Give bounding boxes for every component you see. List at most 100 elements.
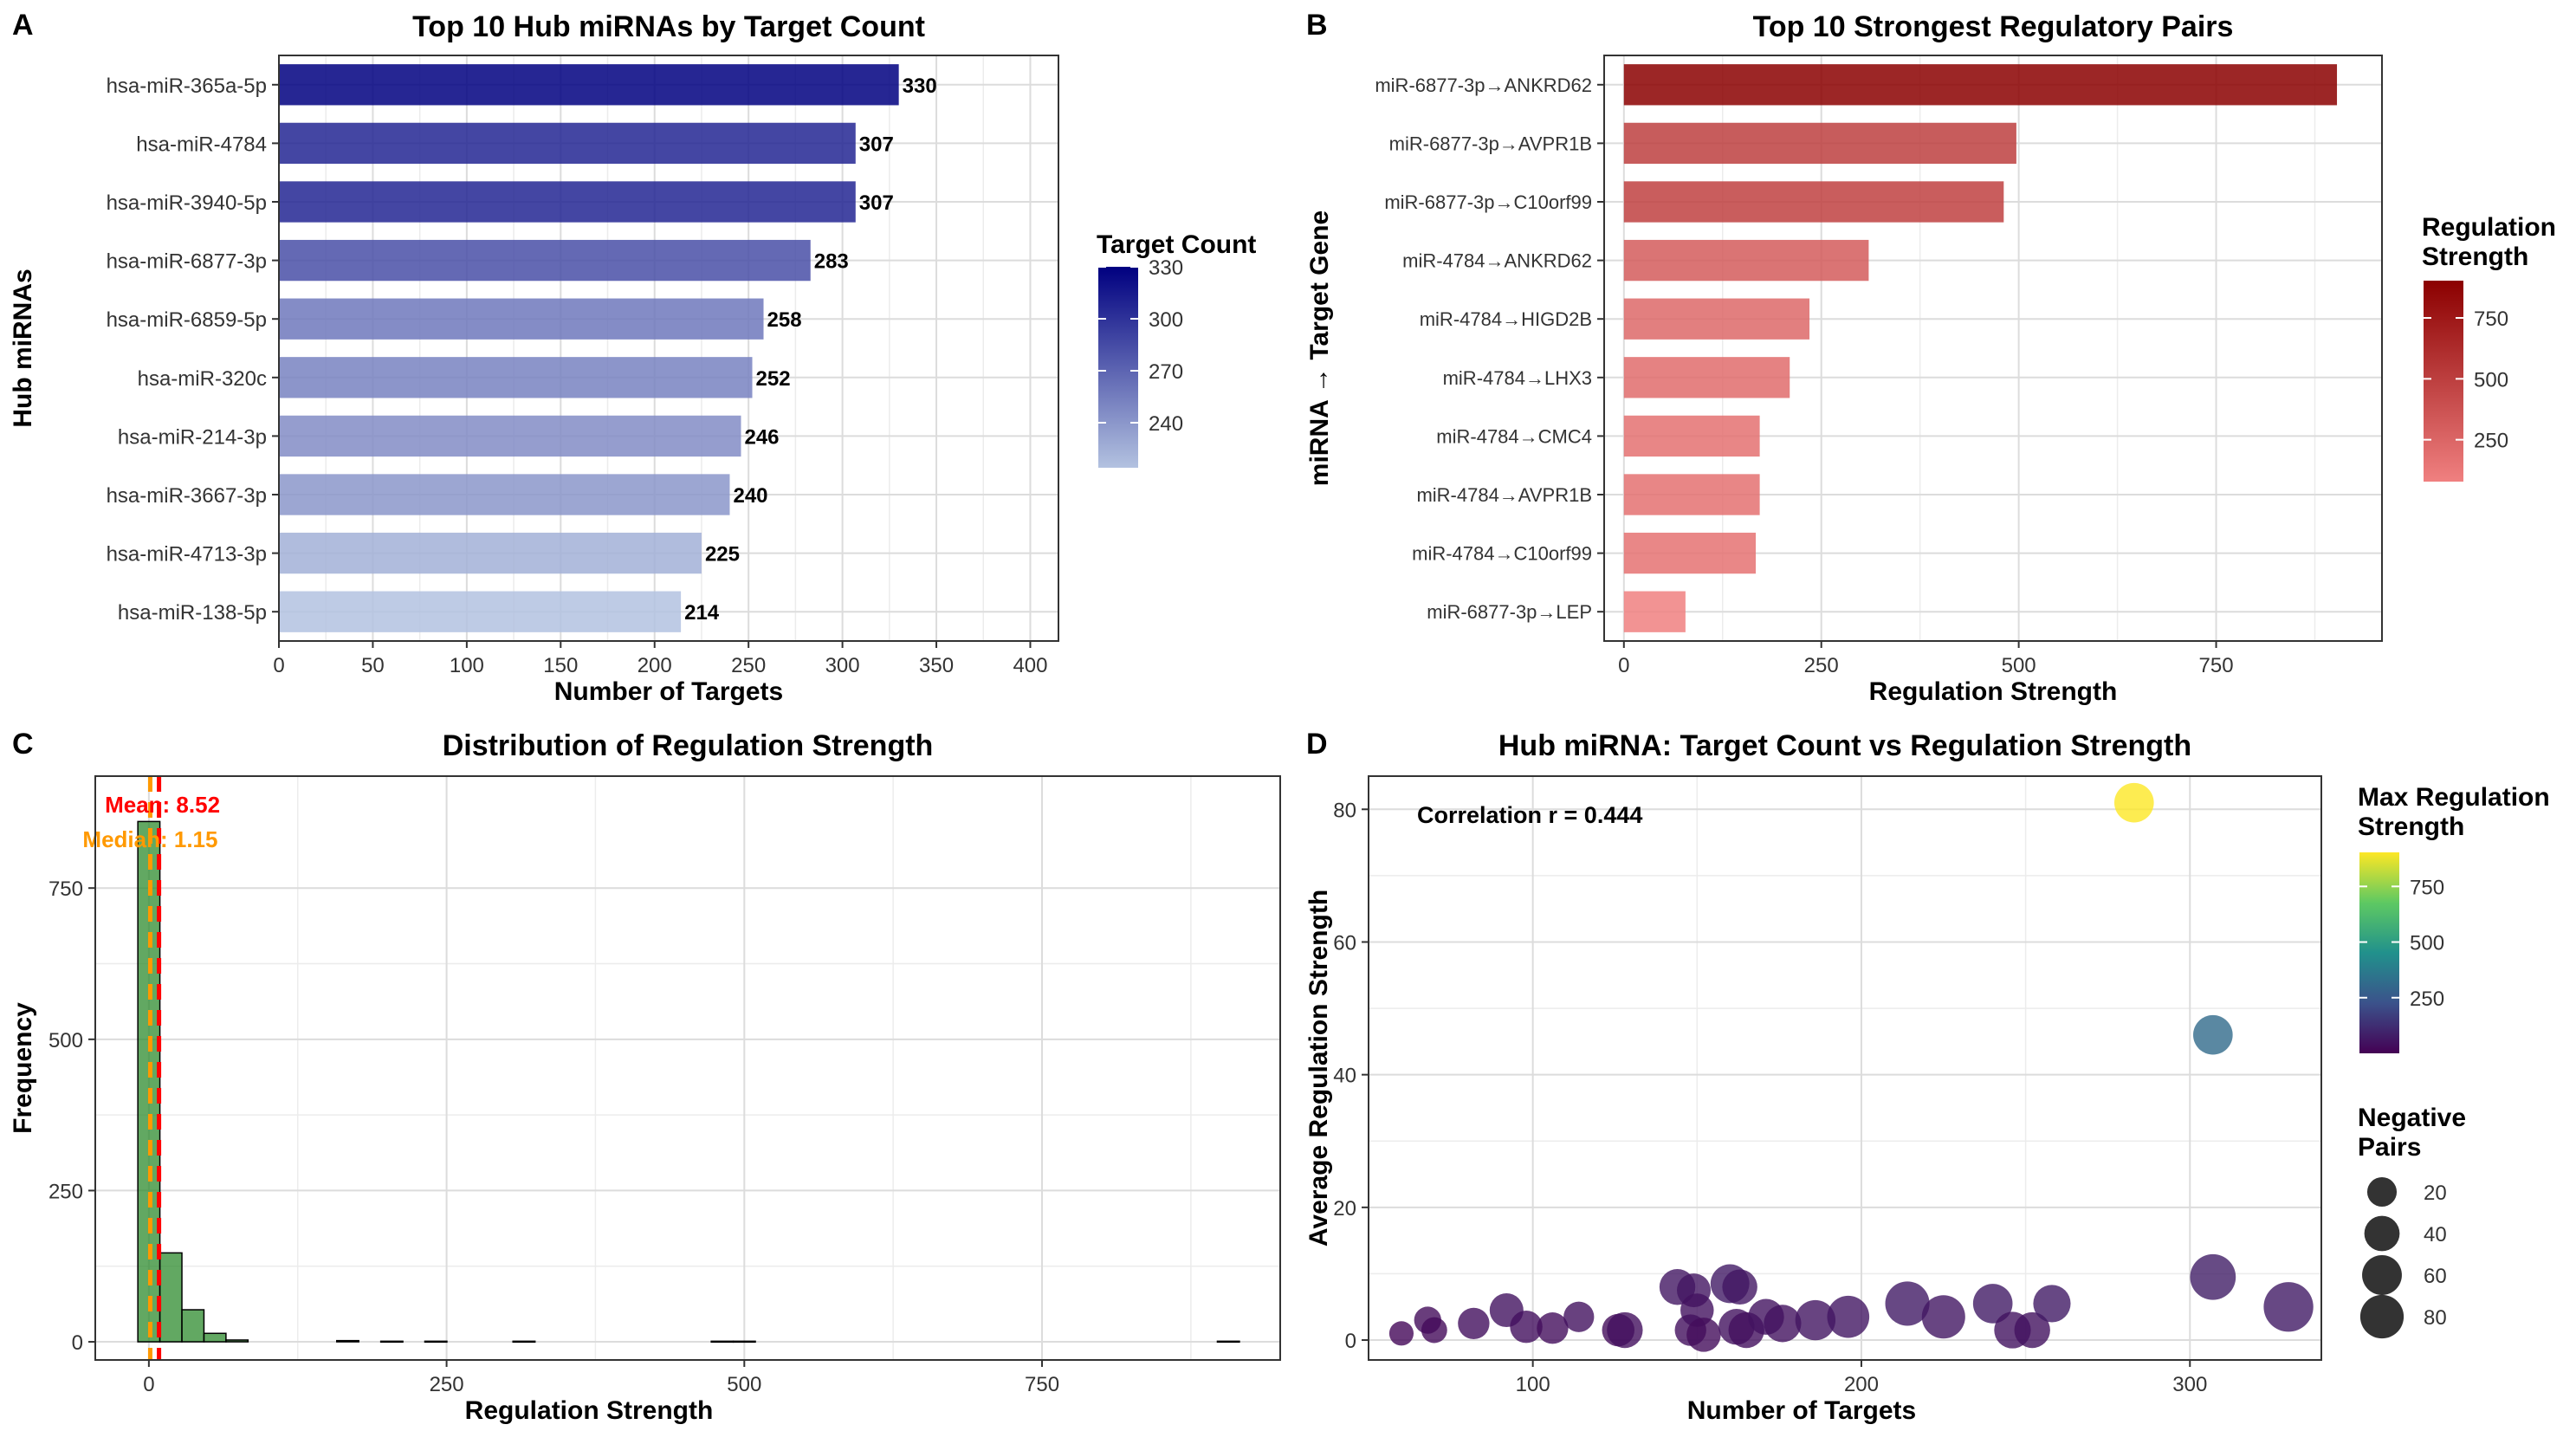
scatter-point [1722, 1269, 1757, 1305]
bar-data-label: 225 [705, 543, 740, 567]
bar-data-label: 246 [744, 425, 779, 449]
x-axis-label-a: Number of Targets [554, 677, 783, 706]
bar [279, 357, 753, 398]
x-axis-label-b: Regulation Strength [1869, 677, 2118, 706]
bar-data-label: 307 [859, 191, 894, 215]
scatter-point [1388, 1321, 1414, 1346]
bar [1623, 532, 1757, 574]
median-annotation: Median: 1.15 [82, 826, 217, 852]
y-tick-label: 250 [49, 1180, 83, 1203]
plot-border [1368, 775, 2322, 1361]
bar-data-label: 240 [733, 484, 767, 508]
scatter-point [1921, 1295, 1965, 1339]
plot-border [278, 55, 1059, 642]
size-legend-key [2359, 1294, 2404, 1339]
histogram-bar [225, 1339, 249, 1343]
size-legend-key [2364, 1215, 2400, 1252]
bar [279, 239, 811, 282]
y-tick-label: miR-4784→LHX3 [1443, 367, 1592, 389]
y-axis-label-c: Frequency [9, 1002, 37, 1134]
scatter-point [2014, 1311, 2050, 1349]
bar [279, 298, 764, 340]
y-tick-label: miR-4784→C10orf99 [1412, 543, 1592, 565]
x-tick-label: 750 [2199, 654, 2234, 677]
colorbar [1098, 267, 1138, 468]
size-legend-label: 60 [2424, 1265, 2447, 1288]
bar [1623, 122, 2016, 165]
y-tick-label: 40 [1333, 1065, 1356, 1088]
y-tick-label: hsa-miR-3940-5p [107, 191, 267, 215]
y-tick-label: 60 [1333, 931, 1356, 955]
colorbar-tick-label: 250 [2474, 430, 2508, 453]
histogram-bar [1216, 1340, 1240, 1344]
y-tick-label: 20 [1333, 1197, 1356, 1221]
size-legend-label: 80 [2424, 1306, 2447, 1330]
x-tick-label: 250 [731, 654, 766, 677]
colorbar-tick-label: 330 [1149, 256, 1183, 280]
chart-title-a: Top 10 Hub miRNAs by Target Count [412, 10, 925, 43]
colorbar [2424, 281, 2463, 482]
y-tick-label: 750 [49, 877, 83, 901]
scatter-point [1686, 1318, 1721, 1352]
bar [1623, 64, 2338, 106]
colorbar [2359, 852, 2399, 1053]
size-legend-key [2362, 1255, 2402, 1295]
x-tick-label: 750 [1025, 1373, 1059, 1396]
x-axis-label-c: Regulation Strength [465, 1396, 714, 1425]
bar-data-label: 214 [684, 601, 720, 625]
histogram-bar [512, 1340, 536, 1344]
plot-border [94, 775, 1281, 1361]
y-tick-label: miR-4784→HIGD2B [1420, 308, 1592, 330]
histogram-bar [137, 820, 161, 1343]
x-tick-label: 250 [430, 1373, 464, 1396]
size-legend-label: 20 [2424, 1182, 2447, 1205]
bar [279, 181, 856, 223]
panel-letter-d: D [1306, 728, 1328, 761]
legend-title-line: Regulation [2422, 213, 2556, 242]
plot-border [1603, 55, 2383, 642]
scatter-point [2193, 1014, 2233, 1055]
x-tick-label: 100 [1516, 1373, 1550, 1396]
scatter-point [2263, 1282, 2314, 1332]
panel-letter-a: A [12, 9, 34, 42]
y-tick-label: hsa-miR-4784 [136, 133, 267, 156]
bar [279, 64, 899, 106]
scatter-point [1795, 1299, 1836, 1341]
y-tick-label: hsa-miR-3667-3p [107, 484, 267, 508]
y-tick-label: hsa-miR-320c [138, 367, 267, 391]
histogram-bar [159, 1252, 183, 1343]
panel-c: C Distribution of Regulation Strength Mean… [9, 728, 1281, 1425]
size-legend-key [2366, 1176, 2398, 1208]
x-tick-label: 250 [1804, 654, 1839, 677]
chart-title-d: Hub miRNA: Target Count vs Regulation St… [1498, 729, 2191, 762]
y-tick-label: miR-6877-3p→LEP [1427, 601, 1592, 623]
bar [1623, 239, 1869, 282]
scatter-point [1885, 1281, 1930, 1326]
scatter-point [1458, 1307, 1490, 1340]
y-tick-label: 500 [49, 1029, 83, 1052]
y-tick-label: 0 [1345, 1330, 1356, 1353]
colorbar-tick-label: 750 [2474, 308, 2508, 331]
scatter-point [2033, 1285, 2071, 1323]
x-tick-label: 400 [1013, 654, 1047, 677]
legend-title-line: Max Regulation [2358, 783, 2550, 812]
y-tick-label: miR-4784→AVPR1B [1416, 484, 1592, 506]
chart-title-c: Distribution of Regulation Strength [443, 729, 934, 762]
y-tick-label: hsa-miR-6877-3p [107, 250, 267, 274]
histogram-bar [732, 1340, 756, 1344]
y-tick-label: miR-4784→CMC4 [1436, 425, 1592, 447]
scatter-point [1563, 1301, 1595, 1332]
bar [1623, 591, 1686, 632]
bar [1623, 181, 2004, 223]
y-tick-label: hsa-miR-365a-5p [107, 74, 267, 98]
bar [1623, 357, 1790, 398]
legend-title-d-color: Max Regulation Strength [2358, 783, 2550, 841]
bar-data-label: 330 [903, 74, 937, 98]
scatter-point [1421, 1317, 1447, 1344]
panel-b: B Top 10 Strongest Regulatory Pairs miR-68… [1305, 9, 2556, 706]
y-tick-label: hsa-miR-214-3p [118, 425, 267, 449]
size-legend-label: 40 [2424, 1223, 2447, 1246]
correlation-annotation: Correlation r = 0.444 [1417, 802, 1642, 828]
legend-title-line: Strength [2422, 243, 2528, 271]
